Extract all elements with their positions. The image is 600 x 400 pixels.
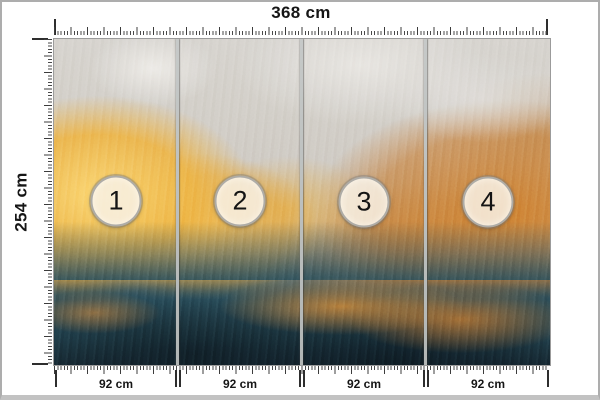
bottom-ruler (54, 366, 548, 374)
mural-preview: 1 2 3 4 (53, 38, 551, 366)
panel-2-width-dimension: 92 cm (179, 370, 301, 391)
panel-1-width-label: 92 cm (98, 377, 134, 391)
panel-2-width-label: 92 cm (222, 377, 258, 391)
panel-3-number-badge: 3 (338, 176, 390, 228)
panel-1-number: 1 (108, 185, 124, 216)
panel-3-number: 3 (356, 186, 372, 217)
panel-4-number-badge: 4 (462, 176, 514, 228)
panel-4-width-dimension: 92 cm (427, 370, 549, 391)
panel-divider-2 (300, 39, 303, 365)
total-height-label: 254 cm (12, 172, 31, 232)
panel-1-number-badge: 1 (90, 175, 142, 227)
panel-4-width-label: 92 cm (470, 377, 506, 391)
left-dimension-bottom-tick (32, 363, 48, 365)
panel-divider-1 (176, 39, 179, 365)
top-dimension: 368 cm (54, 2, 548, 24)
panel-4-number: 4 (480, 186, 496, 217)
left-dimension-top-tick (32, 38, 48, 40)
panel-3-width-label: 92 cm (346, 377, 382, 391)
left-ruler (44, 39, 52, 365)
panel-2-number-badge: 2 (214, 175, 266, 227)
total-width-label: 368 cm (271, 3, 331, 22)
panel-2-number: 2 (232, 185, 248, 216)
panel-3-width-dimension: 92 cm (303, 370, 425, 391)
panel-1-width-dimension: 92 cm (55, 370, 177, 391)
panel-divider-3 (424, 39, 427, 365)
top-ruler (54, 27, 548, 35)
left-dimension: 254 cm (2, 39, 42, 365)
